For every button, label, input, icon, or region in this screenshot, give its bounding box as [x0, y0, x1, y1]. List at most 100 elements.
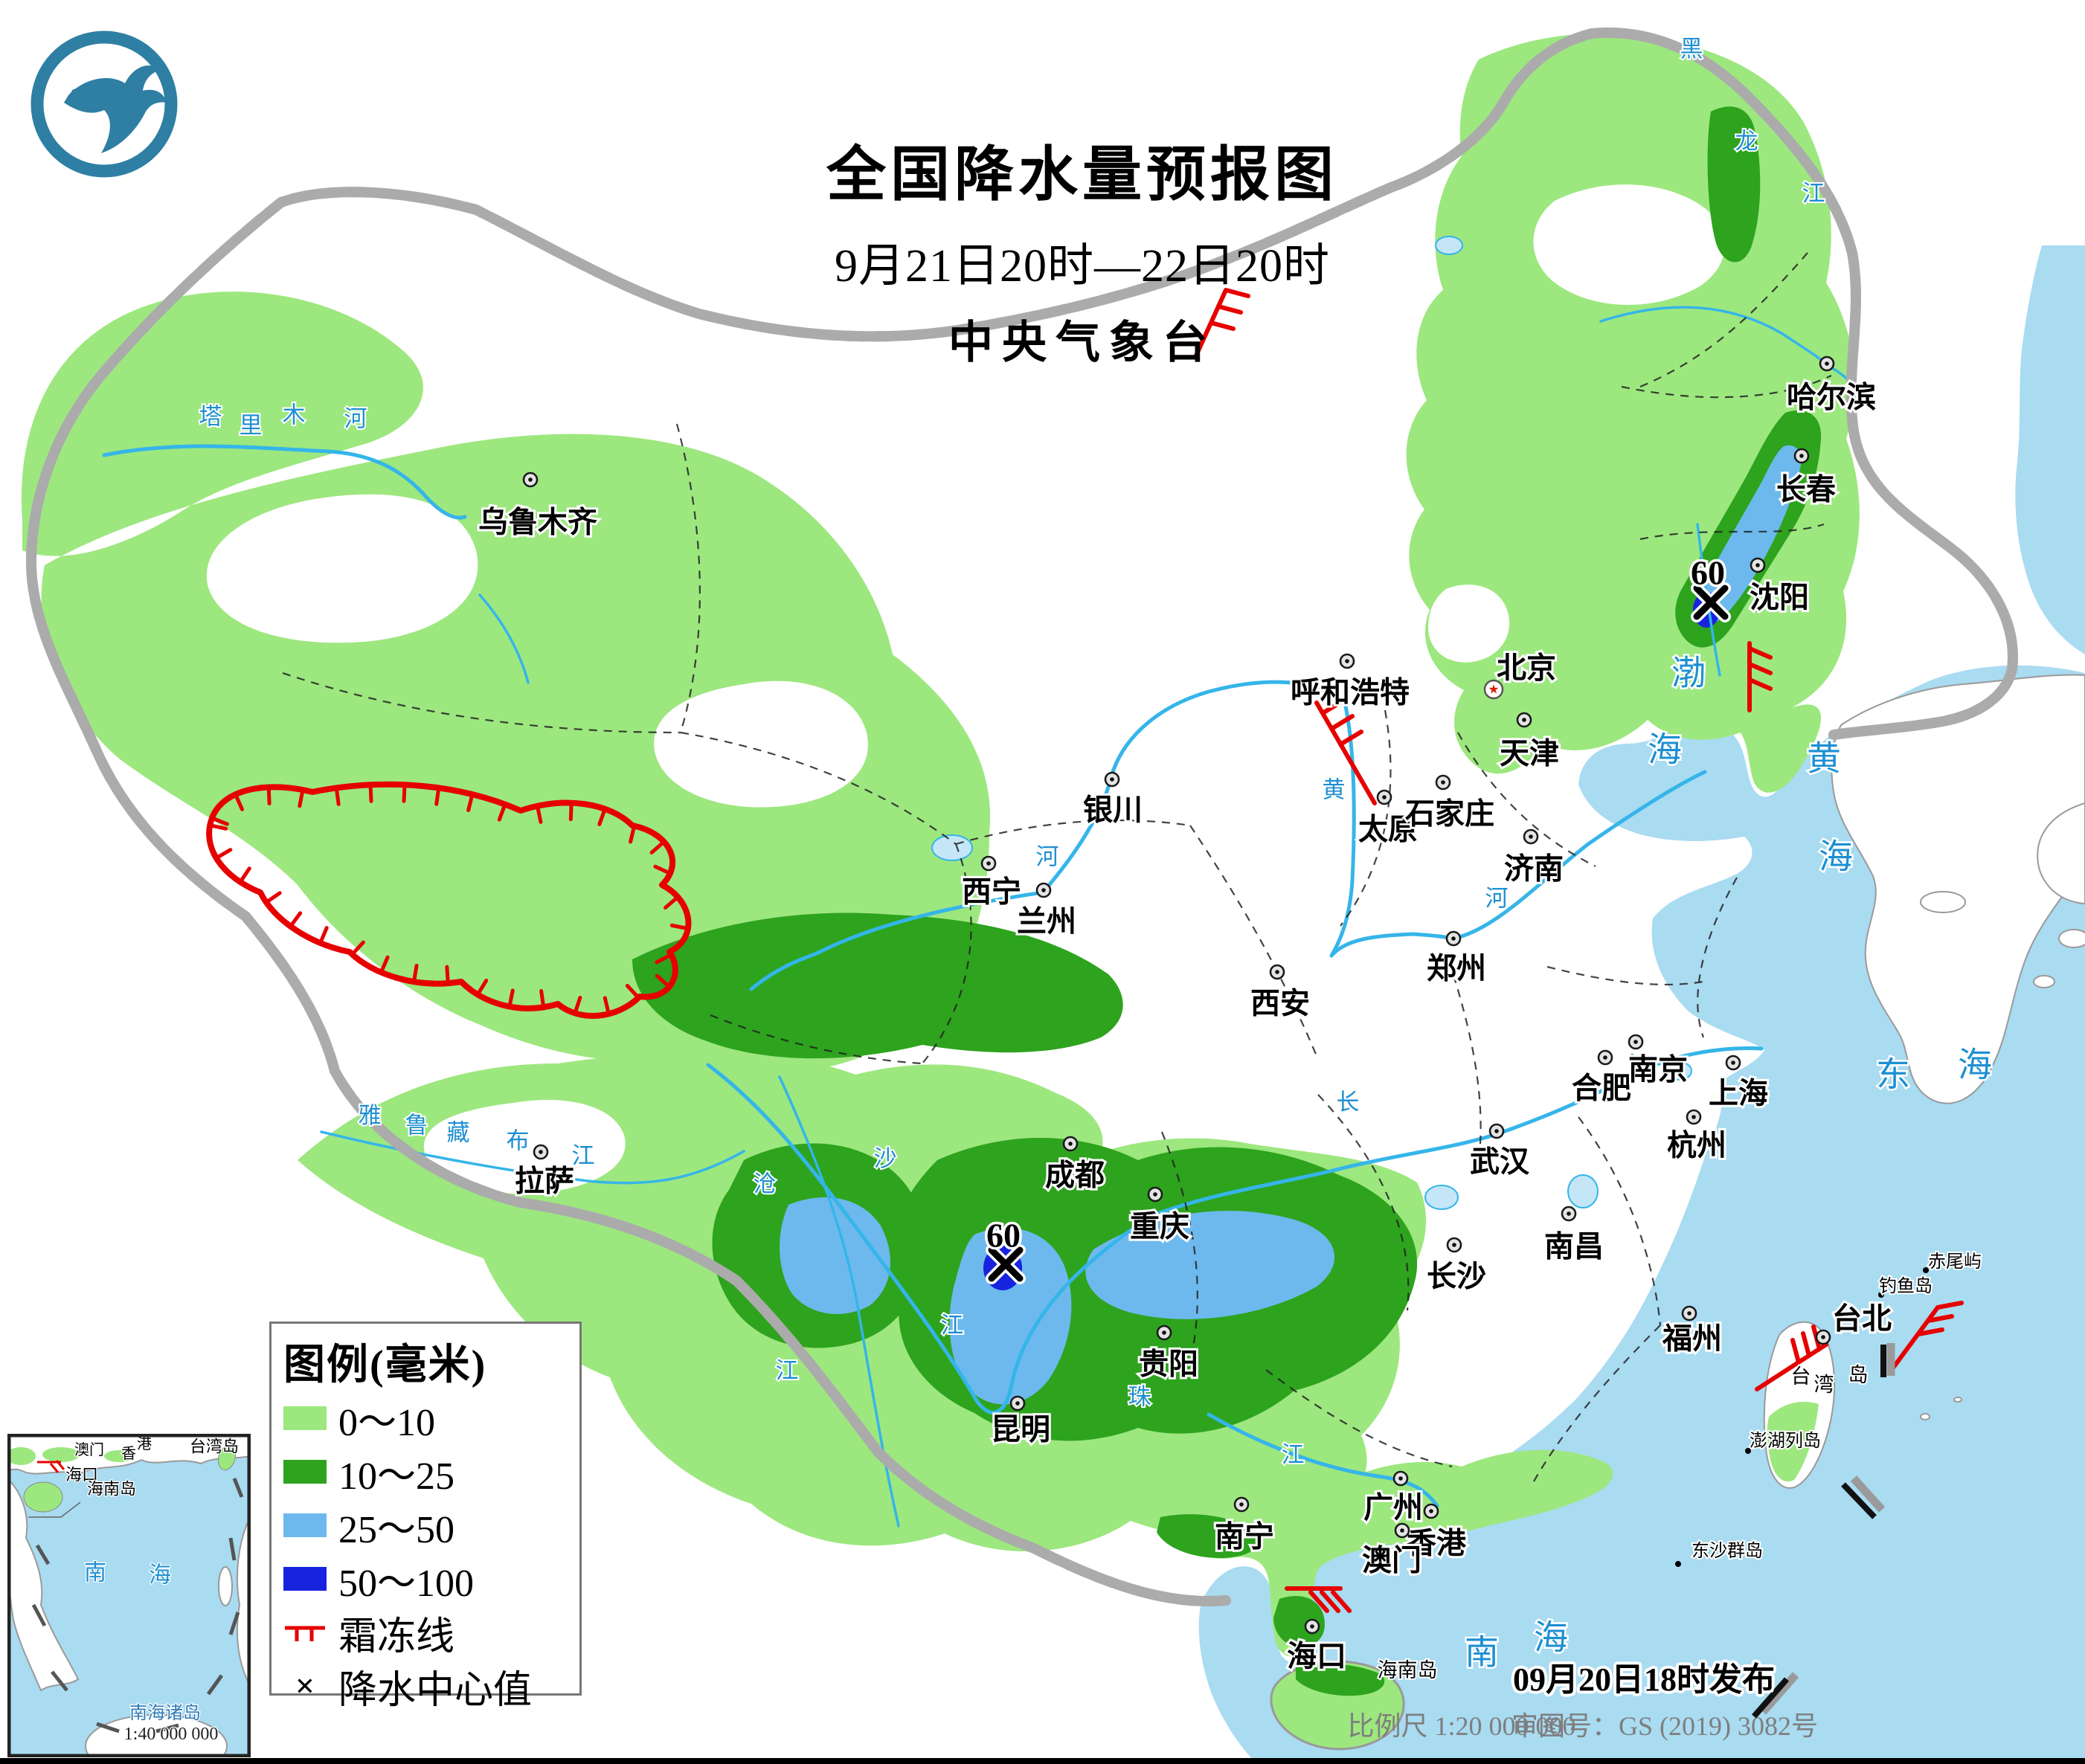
- sea-label-layer: 渤海 黄海东 海南海: [1463, 652, 1994, 1673]
- wind-barb-layer: [1194, 288, 1964, 1613]
- river-label: 江: [941, 1313, 964, 1339]
- city-marker: 杭州: [1665, 1109, 1729, 1165]
- river-label: 珠: [1128, 1384, 1151, 1410]
- island-dot: [1878, 1292, 1884, 1298]
- city-marker: 天津: [1497, 712, 1561, 773]
- city-marker: 沈阳: [1747, 557, 1811, 617]
- legend-range-label: 0～10: [338, 1401, 436, 1444]
- city-label: 澳门: [1362, 1544, 1421, 1577]
- map-scale: 比例尺 1:20 000 000: [1347, 1711, 1576, 1741]
- river-label: 江: [572, 1143, 595, 1169]
- river-label: 河: [344, 406, 367, 432]
- city-marker: 南宁: [1212, 1496, 1276, 1556]
- city-label: 西安: [1250, 987, 1310, 1020]
- city-label: 香港: [1407, 1527, 1467, 1560]
- city-marker: 西宁: [960, 855, 1024, 911]
- island-dot: [1675, 1561, 1681, 1567]
- korea-peninsula: [1831, 674, 2085, 1104]
- city-marker: 南昌: [1542, 1205, 1606, 1266]
- inset-label: 1:40 000 000: [124, 1725, 219, 1744]
- map-agency: 中央气象台: [948, 318, 1216, 367]
- sea-of-japan: [2015, 245, 2085, 654]
- legend-item: 25～50: [283, 1499, 568, 1552]
- city-marker: 海口: [1285, 1618, 1349, 1676]
- bottom-strip: [0, 1758, 2085, 1764]
- sea-label: 南: [1465, 1634, 1499, 1672]
- dongting-lake: [1424, 1185, 1459, 1210]
- wind-barb-icon: [1314, 698, 1377, 805]
- city-label: 乌鲁木齐: [478, 506, 597, 539]
- small-island-1: [1920, 1413, 1930, 1420]
- island-label: 海南岛: [1378, 1659, 1438, 1681]
- city-label: 郑州: [1427, 952, 1486, 985]
- sea-label: 海: [1958, 1046, 1992, 1084]
- river-label: 黄: [1323, 777, 1346, 803]
- city-marker: 拉萨: [513, 1144, 576, 1200]
- city-label: 上海: [1709, 1077, 1768, 1110]
- city-label: 杭州: [1667, 1129, 1726, 1162]
- songhua-river: [1599, 306, 1870, 409]
- rain-10-25-guangxi: [1157, 1514, 1259, 1558]
- city-marker: 成都: [1043, 1136, 1107, 1194]
- release-time: 09月20日18时发布: [1513, 1661, 1775, 1698]
- city-marker: 昆明: [989, 1395, 1053, 1449]
- frost-line-layer: [206, 781, 692, 1019]
- rain-10-25-central-band: [632, 912, 1123, 1059]
- city-label: 兰州: [1017, 905, 1076, 939]
- city-label: 北京: [1497, 651, 1556, 685]
- wind-barb-icon: [1755, 1324, 1828, 1391]
- city-marker: 南京: [1626, 1034, 1690, 1089]
- wind-barb-icon: [1285, 1586, 1352, 1613]
- city-marker: 武汉: [1468, 1123, 1532, 1181]
- city-label: 合肥: [1572, 1072, 1631, 1105]
- inset-label: 南海诸岛: [129, 1703, 201, 1723]
- inset-frost-icon: [37, 1460, 65, 1473]
- inset-label: 台湾岛: [190, 1438, 239, 1456]
- inset-dash-line: [31, 1478, 244, 1734]
- city-marker: 石家庄: [1403, 774, 1497, 833]
- city-marker: 郑州: [1424, 930, 1488, 988]
- yarlung-river: [320, 1130, 745, 1185]
- city-label: 西宁: [962, 875, 1021, 909]
- inset-label: 海口: [65, 1466, 98, 1484]
- river-label: 鲁: [405, 1113, 428, 1139]
- city-label: 南京: [1628, 1053, 1688, 1087]
- city-marker: 福州: [1660, 1305, 1724, 1358]
- legend-swatch: [283, 1460, 327, 1484]
- legend-item-center: × 降水中心值: [283, 1659, 568, 1713]
- approval-number: 审图号：GS (2019) 3082号: [1511, 1711, 1818, 1741]
- inset-philippines: [236, 1515, 251, 1689]
- river-label: 江: [1629, 1052, 1652, 1078]
- legend-range-label: 10～25: [338, 1455, 455, 1498]
- river-label: 江: [1282, 1442, 1305, 1468]
- city-marker: 银川: [1081, 771, 1145, 829]
- sea-label: 东: [1876, 1056, 1910, 1094]
- inset-taiwan: [217, 1444, 237, 1471]
- japan-islands: [2037, 802, 2085, 905]
- frost-label: 霜冻线: [338, 1615, 455, 1658]
- legend-range-label: 25～50: [338, 1508, 455, 1551]
- city-label: 哈尔滨: [1787, 381, 1876, 414]
- sea-label: 海: [1819, 838, 1853, 876]
- precip-center-value: 60: [1691, 554, 1725, 592]
- city-label: 太原: [1358, 813, 1418, 846]
- river-label: 里: [240, 413, 263, 439]
- inset-hainan: [23, 1481, 63, 1513]
- precip-center-value: 60: [986, 1217, 1021, 1255]
- logo-dragon-swirl: [64, 65, 167, 153]
- legend-range-label: 50～100: [338, 1562, 475, 1605]
- qinghai-lake: [931, 834, 973, 861]
- province-border-layer: [282, 252, 1832, 1482]
- city-marker: 西安: [1248, 964, 1312, 1023]
- river-label: 沧: [754, 1171, 777, 1197]
- city-marker: 长春: [1774, 448, 1838, 509]
- island-label: 岛: [1848, 1364, 1869, 1386]
- sea-label: 海: [1648, 731, 1682, 769]
- city-label: 长沙: [1427, 1260, 1486, 1293]
- river-label: 河: [1036, 844, 1059, 870]
